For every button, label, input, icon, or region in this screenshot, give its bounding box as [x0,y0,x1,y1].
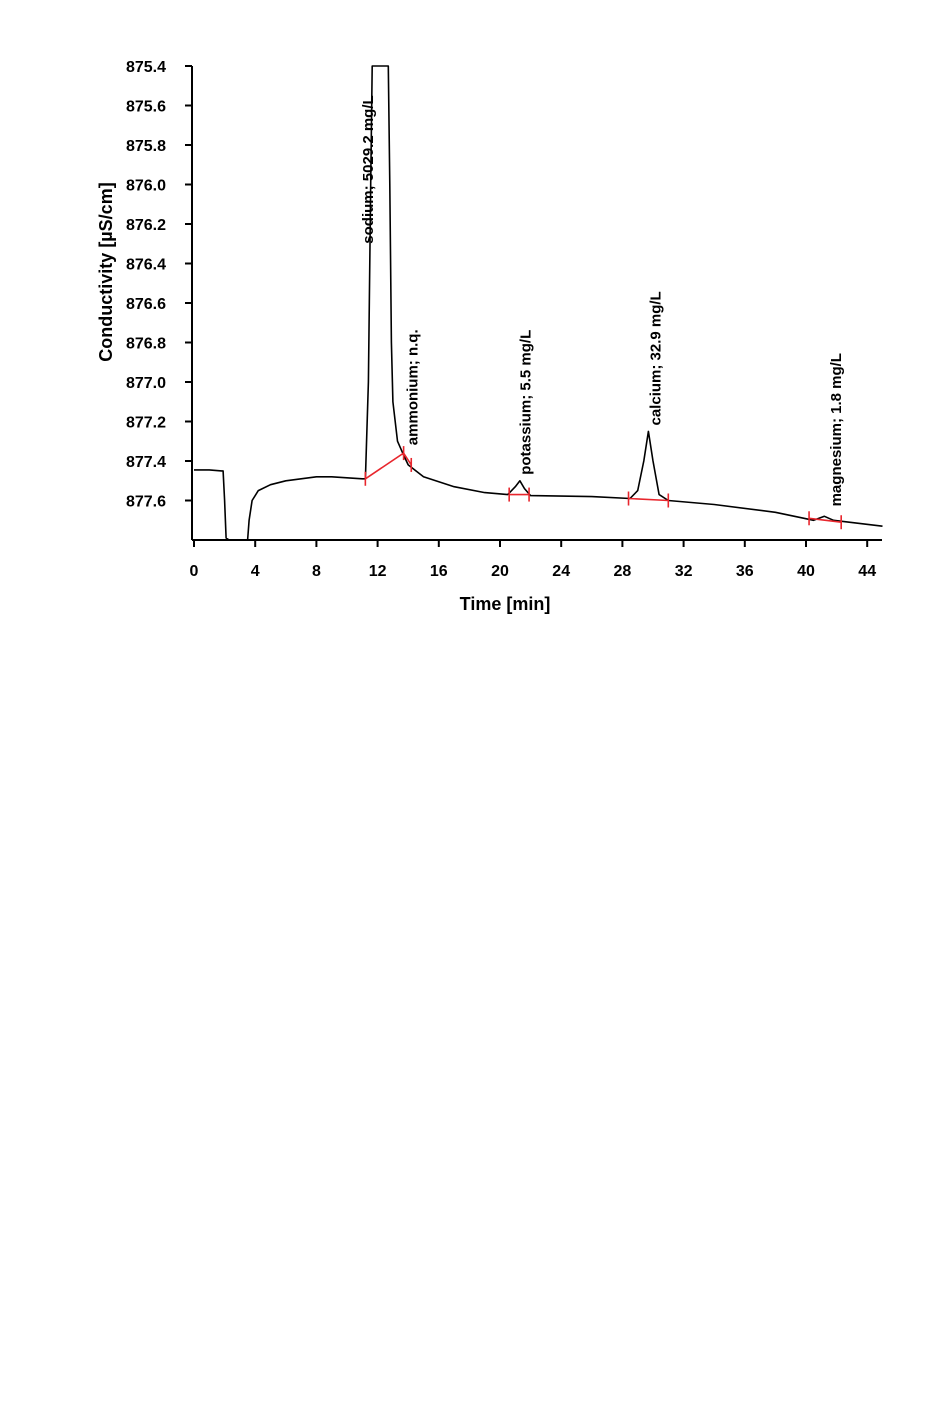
x-tick-label: 0 [190,563,199,580]
peak-label: calcium; 32.9 mg/L [648,291,665,425]
peak-label: ammonium; n.q. [404,329,421,445]
y-axis-title: Conductivity [µS/cm] [96,182,116,361]
y-tick-label: 875.4 [126,59,166,76]
y-tick-label: 877.6 [126,494,166,511]
peak-annotation-group: sodium; 5029.2 mg/L ammonium; n.q. potassi… [360,95,845,506]
y-tick-label: 875.8 [126,138,166,155]
x-tick-label: 32 [675,563,693,580]
chromatogram-trace [194,65,883,541]
y-tick-label: 877.0 [126,375,166,392]
y-tick-label: 876.8 [126,336,166,353]
x-tick-label: 4 [251,563,260,580]
x-tick-label: 16 [430,563,448,580]
y-tick-label: 876.2 [126,217,166,234]
integration-baseline [809,517,842,523]
integration-baseline-group [364,446,842,530]
y-tick-label: 876.0 [126,178,166,195]
peak-label: sodium; 5029.2 mg/L [360,95,377,243]
x-axis-ticks: 0 4 8 12 16 20 24 28 32 36 40 44 [190,540,876,580]
x-tick-label: 36 [736,563,754,580]
y-tick-label: 875.6 [126,99,166,116]
peak-label: potassium; 5.5 mg/L [518,330,535,475]
y-tick-label: 877.2 [126,415,166,432]
x-tick-label: 24 [552,563,570,580]
x-axis-title: Time [min] [460,594,551,614]
y-tick-label: 877.4 [126,454,166,471]
y-tick-label: 876.4 [126,257,166,274]
x-tick-label: 40 [797,563,815,580]
y-tick-label: 876.6 [126,296,166,313]
x-tick-label: 28 [614,563,632,580]
x-tick-label: 12 [369,563,387,580]
x-tick-label: 44 [858,563,876,580]
chromatogram-trace-group [194,65,883,541]
x-tick-label: 8 [312,563,321,580]
plot-area: 875.4 875.6 875.8 876.0 876.2 876.4 876.6 876.8… [126,59,883,580]
y-axis-ticks: 875.4 875.6 875.8 876.0 876.2 876.4 876.6 876.8… [126,59,192,511]
peak-label: magnesium; 1.8 mg/L [828,353,845,506]
x-tick-label: 20 [491,563,509,580]
integration-baseline [628,497,669,502]
